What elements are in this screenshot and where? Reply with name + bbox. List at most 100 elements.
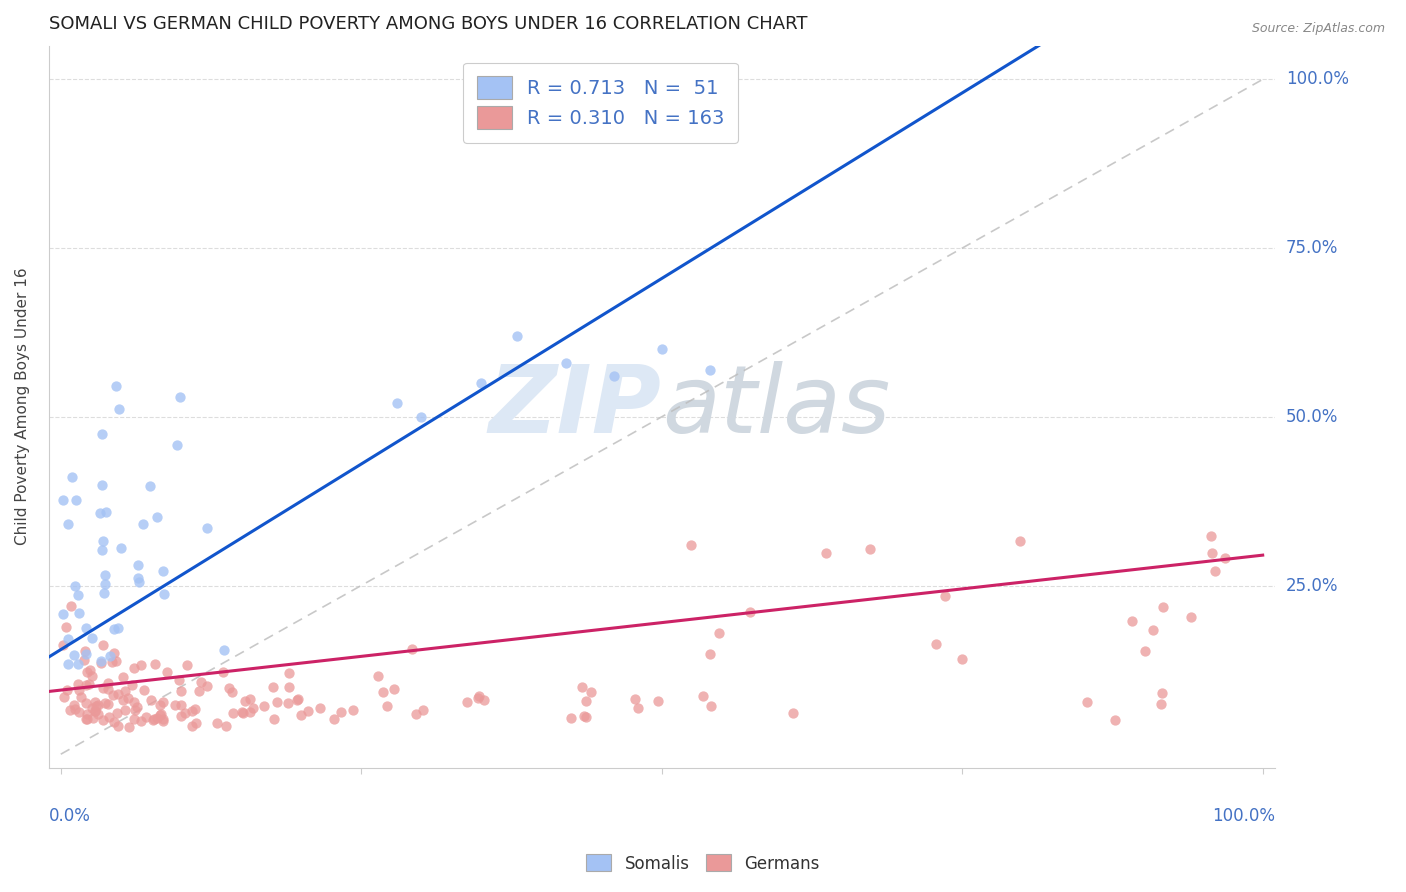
Point [1076,695,1098,709]
Point [80,669,103,683]
Point [184,715,207,730]
Point [290,708,312,723]
Point [1121,614,1143,628]
Point [97,675,120,690]
Point [52,690,75,704]
Text: 100.0%: 100.0% [1212,807,1275,825]
Point [152,564,174,578]
Point [176,658,198,673]
Point [91,638,114,652]
Point [375,698,398,713]
Point [86,698,108,712]
Point [146,711,169,725]
Point [467,691,489,706]
Point [174,706,197,720]
Point [75,712,97,726]
Point [472,693,495,707]
Point [63,579,86,593]
Point [107,621,129,635]
Point [105,378,128,392]
Point [105,706,128,720]
Point [104,654,127,668]
Point [55,619,77,633]
Point [152,694,174,708]
Point [94,568,117,582]
Point [93,681,115,695]
Point [67,682,90,697]
Point [66,657,89,672]
Point [79,676,101,690]
Point [233,694,256,708]
Point [52,607,75,621]
Point [89,507,111,521]
Point [387,396,409,410]
Point [97,698,120,712]
Point [84,695,107,709]
Point [97,682,120,697]
Text: 25.0%: 25.0% [1286,576,1339,594]
Point [82,711,104,725]
Text: 100.0%: 100.0% [1286,70,1348,88]
Point [934,590,956,604]
Point [371,685,394,699]
Point [627,701,650,715]
Point [56,682,79,697]
Point [75,678,97,692]
Point [647,694,669,708]
Point [858,542,880,557]
Point [149,707,172,722]
Point [214,643,236,657]
Point [278,666,301,681]
Point [323,713,346,727]
Point [167,673,190,687]
Point [75,647,97,661]
Text: 50.0%: 50.0% [1286,408,1339,425]
Point [560,711,582,725]
Point [239,705,262,719]
Point [124,703,146,717]
Point [925,637,948,651]
Point [75,644,97,658]
Point [111,693,134,707]
Point [58,517,80,532]
Point [1150,697,1173,711]
Text: SOMALI VS GERMAN CHILD POVERTY AMONG BOYS UNDER 16 CORRELATION CHART: SOMALI VS GERMAN CHILD POVERTY AMONG BOY… [49,15,807,33]
Point [93,534,115,549]
Point [1135,644,1157,658]
Point [134,710,156,724]
Point [103,622,125,636]
Point [118,720,141,734]
Point [156,665,179,680]
Point [740,605,762,619]
Point [277,696,299,710]
Point [87,707,110,722]
Point [602,369,624,384]
Point [382,681,405,696]
Legend: R = 0.713   N =  51, R = 0.310   N = 163: R = 0.713 N = 51, R = 0.310 N = 163 [463,62,738,143]
Point [122,661,145,675]
Point [214,719,236,733]
Point [94,696,117,710]
Point [263,712,285,726]
Point [950,651,973,665]
Text: atlas: atlas [662,361,890,452]
Point [468,689,491,703]
Point [1180,609,1202,624]
Point [82,631,104,645]
Point [232,706,254,720]
Point [91,478,114,492]
Point [152,714,174,728]
Point [67,589,90,603]
Point [103,646,125,660]
Point [129,714,152,728]
Point [93,586,115,600]
Y-axis label: Child Poverty Among Boys Under 16: Child Poverty Among Boys Under 16 [15,268,30,546]
Point [581,685,603,699]
Point [218,681,240,696]
Point [1213,550,1236,565]
Point [456,695,478,709]
Point [110,541,132,556]
Point [132,516,155,531]
Point [117,691,139,706]
Point [122,712,145,726]
